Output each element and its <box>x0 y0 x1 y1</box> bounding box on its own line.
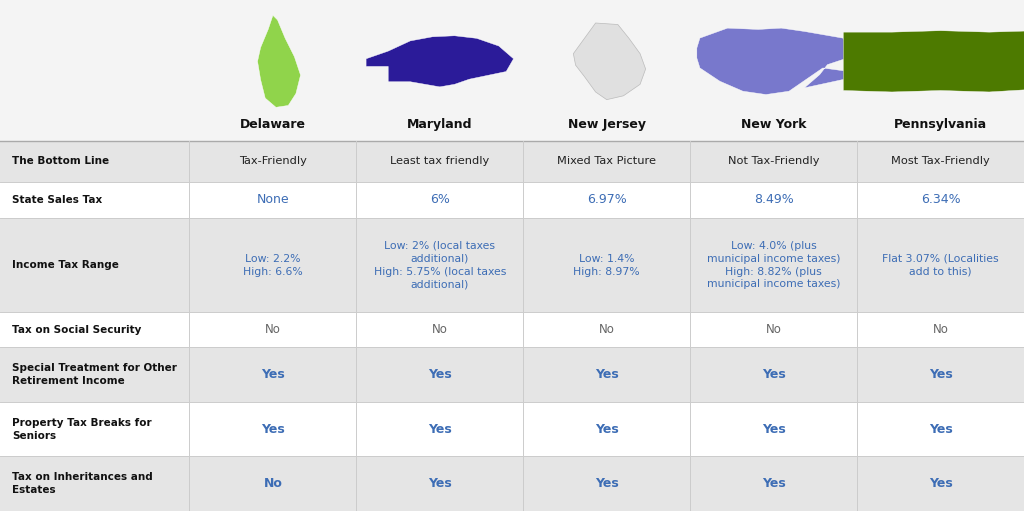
Polygon shape <box>573 23 645 100</box>
Bar <box>189 402 1024 456</box>
Text: Yes: Yes <box>762 423 785 436</box>
Text: Yes: Yes <box>929 423 952 436</box>
Text: Mixed Tax Picture: Mixed Tax Picture <box>557 156 656 166</box>
Text: Least tax friendly: Least tax friendly <box>390 156 489 166</box>
Bar <box>0 0 1024 141</box>
Text: The Bottom Line: The Bottom Line <box>12 156 110 166</box>
Bar <box>0 141 189 182</box>
Text: None: None <box>257 194 289 206</box>
Polygon shape <box>257 15 300 107</box>
Text: Yes: Yes <box>428 477 452 490</box>
Text: State Sales Tax: State Sales Tax <box>12 195 102 205</box>
Bar <box>189 456 1024 511</box>
Text: Special Treatment for Other
Retirement Income: Special Treatment for Other Retirement I… <box>12 363 177 386</box>
Text: Pennsylvania: Pennsylvania <box>894 118 987 131</box>
Text: Yes: Yes <box>428 423 452 436</box>
Text: Yes: Yes <box>762 368 785 381</box>
Text: Tax-Friendly: Tax-Friendly <box>239 156 307 166</box>
Text: No: No <box>599 323 614 336</box>
Text: Yes: Yes <box>428 368 452 381</box>
Bar <box>0 312 189 347</box>
Bar <box>0 456 189 511</box>
Text: Low: 1.4%
High: 8.97%: Low: 1.4% High: 8.97% <box>573 254 640 276</box>
Bar <box>0 182 189 218</box>
Text: Yes: Yes <box>595 477 618 490</box>
Text: 6%: 6% <box>430 194 450 206</box>
Bar <box>189 218 1024 312</box>
Text: Flat 3.07% (Localities
add to this): Flat 3.07% (Localities add to this) <box>883 254 998 276</box>
Bar <box>189 347 1024 402</box>
Text: Delaware: Delaware <box>240 118 306 131</box>
Text: Yes: Yes <box>261 423 285 436</box>
Text: 8.49%: 8.49% <box>754 194 794 206</box>
Bar <box>0 141 189 511</box>
Text: No: No <box>933 323 948 336</box>
Bar <box>0 347 189 402</box>
Text: Income Tax Range: Income Tax Range <box>12 260 119 270</box>
Polygon shape <box>844 31 1024 92</box>
Bar <box>0 402 189 456</box>
Text: New York: New York <box>741 118 806 131</box>
Bar <box>0 218 189 312</box>
Polygon shape <box>696 28 850 95</box>
Text: 6.97%: 6.97% <box>587 194 627 206</box>
Text: No: No <box>263 477 283 490</box>
Bar <box>189 141 1024 182</box>
Polygon shape <box>367 36 513 87</box>
Bar <box>189 312 1024 347</box>
Text: Tax on Inheritances and
Estates: Tax on Inheritances and Estates <box>12 472 153 495</box>
Text: New Jersey: New Jersey <box>567 118 646 131</box>
Text: No: No <box>265 323 281 336</box>
Text: Not Tax-Friendly: Not Tax-Friendly <box>728 156 819 166</box>
Text: Yes: Yes <box>261 368 285 381</box>
Text: 6.34%: 6.34% <box>921 194 961 206</box>
Text: No: No <box>766 323 781 336</box>
Text: Low: 2.2%
High: 6.6%: Low: 2.2% High: 6.6% <box>243 254 303 276</box>
Text: Maryland: Maryland <box>408 118 472 131</box>
Text: Yes: Yes <box>929 368 952 381</box>
Text: Yes: Yes <box>762 477 785 490</box>
Text: Most Tax-Friendly: Most Tax-Friendly <box>891 156 990 166</box>
Text: Yes: Yes <box>929 477 952 490</box>
Text: Property Tax Breaks for
Seniors: Property Tax Breaks for Seniors <box>12 417 152 441</box>
Bar <box>189 182 1024 218</box>
Text: Low: 2% (local taxes
additional)
High: 5.75% (local taxes
additional): Low: 2% (local taxes additional) High: 5… <box>374 241 506 289</box>
Text: No: No <box>432 323 447 336</box>
Text: Yes: Yes <box>595 368 618 381</box>
Text: Tax on Social Security: Tax on Social Security <box>12 324 141 335</box>
Text: Low: 4.0% (plus
municipal income taxes)
High: 8.82% (plus
municipal income taxes: Low: 4.0% (plus municipal income taxes) … <box>707 241 841 289</box>
Text: Yes: Yes <box>595 423 618 436</box>
